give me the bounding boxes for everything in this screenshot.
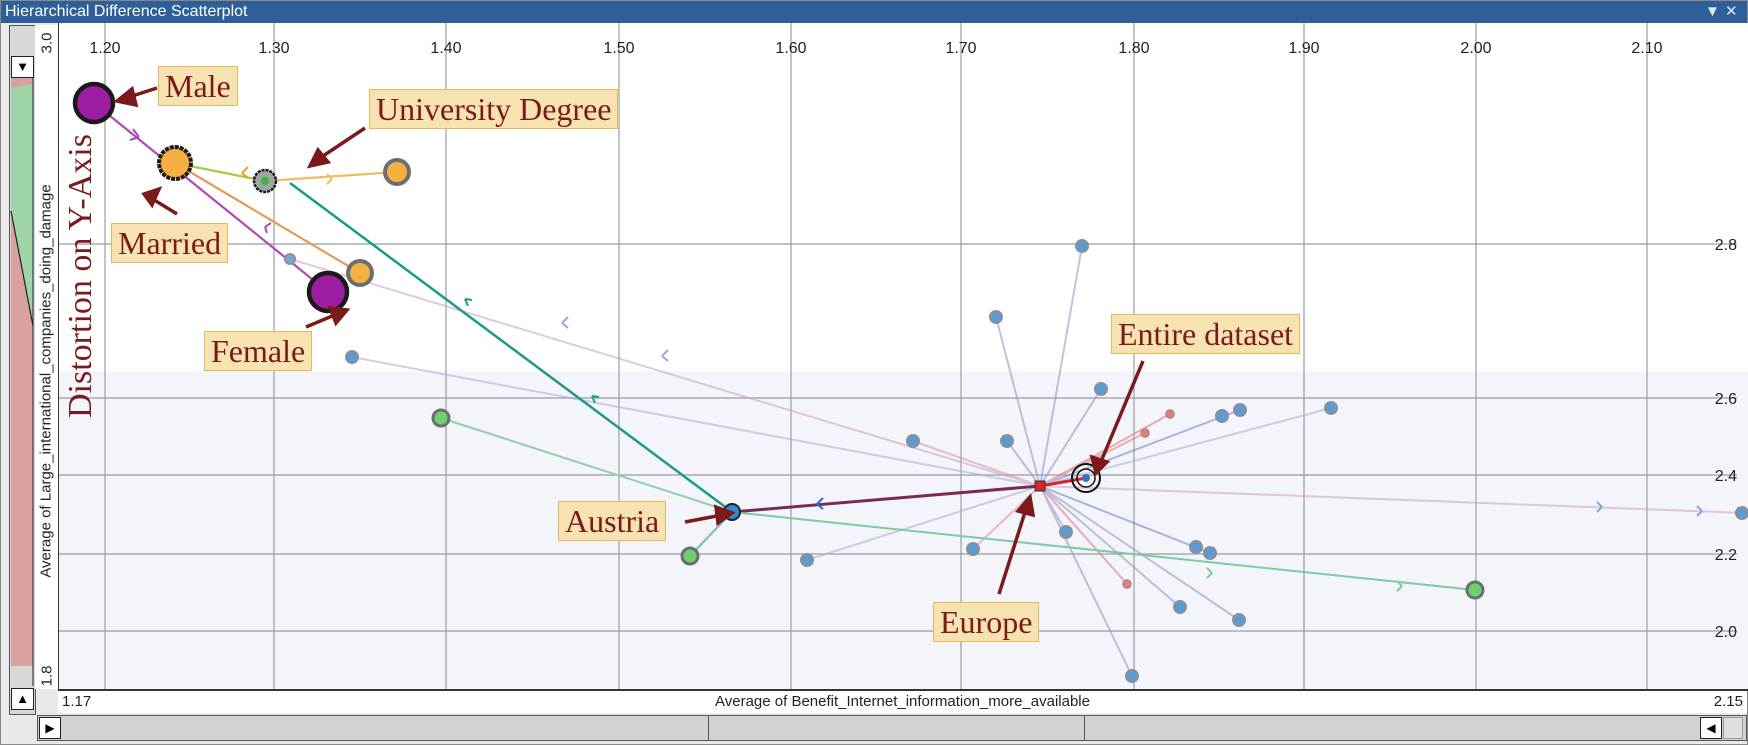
distortion-profile xyxy=(10,26,35,686)
svg-text:2.0: 2.0 xyxy=(1715,624,1737,641)
close-icon[interactable]: ✕ xyxy=(1725,3,1738,20)
y-axis-min-label: 1.8 xyxy=(38,665,56,687)
annotation-arrows xyxy=(113,85,1145,595)
y-axis-max-label: 3.0 xyxy=(38,32,56,54)
y-axis-strip xyxy=(35,25,58,689)
country-points xyxy=(284,239,1748,683)
y-axis-label: Average of Large_international_companies… xyxy=(37,184,55,578)
y-gridlines xyxy=(59,243,1737,632)
annotation-entire-dataset: Entire dataset xyxy=(1111,314,1301,354)
plot-area[interactable]: 1.20 1.30 1.40 1.50 1.60 1.70 1.80 1.90 … xyxy=(58,23,1748,691)
svg-text:1.90: 1.90 xyxy=(1288,40,1319,57)
x-axis-min-label: 1.17 xyxy=(62,693,92,710)
scrollbar-corner xyxy=(1723,717,1743,739)
svg-text:1.60: 1.60 xyxy=(775,40,806,57)
x-gridlines xyxy=(104,23,1648,689)
scroll-left-button[interactable]: ◀ xyxy=(1700,717,1722,739)
annotation-married: Married xyxy=(111,223,229,263)
x-distortion-scrollbar[interactable]: ▶ ◀ xyxy=(37,715,1747,741)
annotation-distortion-y-axis: Distortion on Y-Axis xyxy=(62,134,99,418)
scatter-svg: 1.20 1.30 1.40 1.50 1.60 1.70 1.80 1.90 … xyxy=(59,23,1748,689)
x-tick-labels: 1.20 1.30 1.40 1.50 1.60 1.70 1.80 1.90 … xyxy=(89,40,1662,57)
annotation-female: Female xyxy=(204,331,313,371)
annotation-europe: Europe xyxy=(933,602,1040,642)
annotation-university-degree: University Degree xyxy=(369,89,619,129)
menu-dropdown-icon[interactable]: ▼ xyxy=(1705,3,1720,20)
married-point xyxy=(157,145,193,181)
scroll-down-button[interactable]: ▲ xyxy=(11,688,34,710)
svg-text:2.00: 2.00 xyxy=(1460,40,1491,57)
svg-text:2.4: 2.4 xyxy=(1715,468,1737,485)
scrollbar-divider xyxy=(708,716,709,740)
annotation-austria: Austria xyxy=(558,501,667,541)
title-bar[interactable]: Hierarchical Difference Scatterplot ▼ ✕ xyxy=(1,1,1747,23)
scroll-up-button[interactable]: ▼ xyxy=(11,56,34,78)
region-points xyxy=(1122,409,1175,589)
entire-dataset-point xyxy=(1071,463,1101,493)
window-title: Hierarchical Difference Scatterplot xyxy=(5,3,248,20)
y-distortion-scrollbar[interactable]: ▼ ▲ xyxy=(9,25,36,715)
scrollbar-divider xyxy=(1084,716,1085,740)
svg-text:2.10: 2.10 xyxy=(1631,40,1662,57)
x-axis-row: 1.17 Average of Benefit_Internet_informa… xyxy=(58,691,1747,713)
svg-text:1.30: 1.30 xyxy=(258,40,289,57)
male-point xyxy=(72,81,116,125)
europe-to-austria-edge xyxy=(731,484,1041,514)
svg-text:2.2: 2.2 xyxy=(1715,547,1737,564)
svg-text:1.40: 1.40 xyxy=(430,40,461,57)
green-country-points xyxy=(431,408,1485,600)
europe-point xyxy=(1034,480,1046,492)
scroll-right-button[interactable]: ▶ xyxy=(39,717,61,739)
svg-text:1.70: 1.70 xyxy=(945,40,976,57)
svg-text:2.8: 2.8 xyxy=(1715,237,1737,254)
svg-text:2.6: 2.6 xyxy=(1715,391,1737,408)
education-marital-points xyxy=(346,158,411,287)
x-axis-label: Average of Benefit_Internet_information_… xyxy=(715,693,1090,710)
y-tick-labels: 2.8 2.6 2.4 2.2 2.0 xyxy=(1715,237,1737,641)
svg-text:1.80: 1.80 xyxy=(1118,40,1149,57)
x-axis-max-label: 2.15 xyxy=(1713,693,1743,710)
svg-text:1.20: 1.20 xyxy=(89,40,120,57)
europe-to-entire-edge xyxy=(1039,476,1087,488)
female-point xyxy=(306,270,350,314)
annotation-male: Male xyxy=(158,66,238,106)
svg-text:1.50: 1.50 xyxy=(603,40,634,57)
